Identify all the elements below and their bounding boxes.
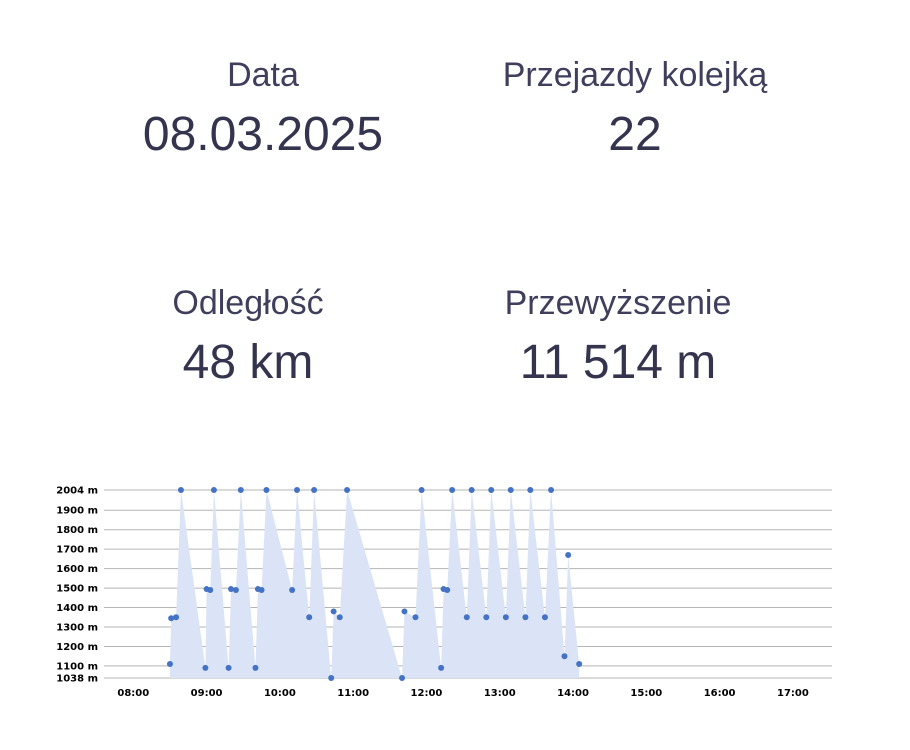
x-tick-label: 17:00 <box>777 688 809 699</box>
data-point <box>561 653 568 660</box>
x-tick-label: 14:00 <box>557 688 589 699</box>
data-point <box>449 487 456 493</box>
rides-label: Przejazdy kolejką <box>502 56 768 94</box>
data-point <box>522 614 529 621</box>
y-tick-label: 1400 m <box>56 603 98 614</box>
data-point <box>237 487 244 493</box>
data-point <box>263 487 270 493</box>
data-point <box>252 664 259 671</box>
data-point <box>507 487 514 493</box>
y-tick-label: 1038 m <box>56 674 98 685</box>
y-tick-label: 1800 m <box>56 525 98 536</box>
data-point <box>311 487 318 493</box>
rides-value: 22 <box>608 108 662 161</box>
data-point <box>502 614 509 621</box>
y-tick-label: 1600 m <box>56 564 98 575</box>
data-point <box>344 487 351 493</box>
y-tick-label: 1700 m <box>56 545 98 556</box>
elevation-area <box>169 490 580 678</box>
data-point <box>330 608 337 615</box>
data-point <box>225 664 232 671</box>
x-tick-label: 13:00 <box>484 688 516 699</box>
data-point <box>565 552 572 559</box>
elevation-chart: 1038 m 1100 m 1200 m 1300 m 1400 m 1500 m 1600… <box>0 470 910 710</box>
data-point <box>232 587 239 594</box>
data-point <box>168 615 175 622</box>
x-tick-label: 08:00 <box>117 688 149 699</box>
data-point <box>210 487 217 493</box>
data-point <box>173 614 180 621</box>
x-tick-label: 12:00 <box>411 688 443 699</box>
data-point <box>418 487 425 493</box>
y-tick-label: 1500 m <box>56 584 98 595</box>
data-point <box>468 487 475 493</box>
y-tick-label: 1200 m <box>56 642 98 653</box>
data-point <box>548 487 555 493</box>
x-tick-label: 10:00 <box>264 688 296 699</box>
data-point <box>177 487 184 493</box>
data-point <box>202 664 209 671</box>
data-point <box>399 675 406 681</box>
data-point <box>289 587 296 594</box>
stat-distance: Odległość 48 km <box>78 283 418 391</box>
data-point <box>166 660 173 667</box>
y-tick-label: 1100 m <box>56 661 98 672</box>
y-tick-label: 2004 m <box>56 486 98 497</box>
elevation-chart-svg: 1038 m 1100 m 1200 m 1300 m 1400 m 1500 m 1600… <box>56 486 832 699</box>
data-point <box>438 664 445 671</box>
data-point <box>483 614 490 621</box>
distance-value: 48 km <box>182 336 314 389</box>
data-point <box>541 614 548 621</box>
x-tick-label: 15:00 <box>630 688 662 699</box>
data-point <box>207 587 214 594</box>
data-point <box>401 608 408 615</box>
data-point <box>336 614 343 621</box>
y-tick-label: 1900 m <box>56 506 98 517</box>
y-tick-label: 1300 m <box>56 623 98 634</box>
x-tick-label: 16:00 <box>704 688 736 699</box>
data-point <box>228 586 235 593</box>
distance-label: Odległość <box>172 284 324 322</box>
data-point <box>576 660 583 667</box>
elevation-value: 11 514 m <box>519 336 717 389</box>
date-value: 08.03.2025 <box>142 108 384 161</box>
x-tick-label: 09:00 <box>191 688 223 699</box>
data-point <box>293 487 300 493</box>
data-point <box>463 614 470 621</box>
data-point <box>527 487 534 493</box>
data-point <box>306 614 313 621</box>
x-tick-label: 11:00 <box>337 688 369 699</box>
data-point <box>412 614 419 621</box>
data-point <box>258 587 265 594</box>
data-point <box>328 675 335 681</box>
elevation-label: Przewyższenie <box>504 284 732 322</box>
data-point <box>444 587 451 594</box>
stat-date: Data 08.03.2025 <box>93 55 433 163</box>
date-label: Data <box>227 56 299 94</box>
stat-elevation: Przewyższenie 11 514 m <box>448 283 788 391</box>
stat-rides: Przejazdy kolejką 22 <box>465 55 805 163</box>
data-point <box>488 487 495 493</box>
